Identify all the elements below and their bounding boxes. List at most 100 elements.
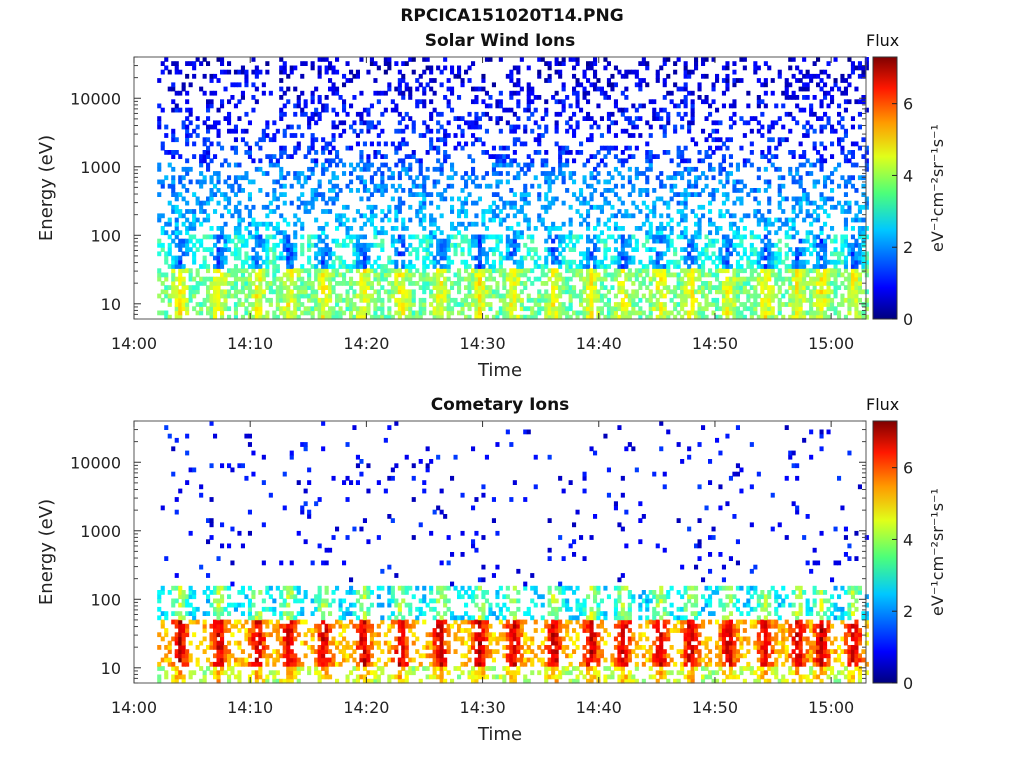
heatmap-cell	[645, 154, 650, 159]
heatmap-cell	[662, 57, 667, 62]
heatmap-cell	[345, 78, 350, 83]
heatmap-cell	[547, 175, 552, 181]
heatmap-cell	[247, 289, 252, 295]
heatmap-cell	[826, 120, 831, 126]
heatmap-cell	[467, 120, 472, 126]
heatmap-cell	[763, 179, 768, 185]
heatmap-cell	[279, 175, 284, 181]
heatmap-cell	[784, 137, 789, 143]
heatmap-cell	[610, 86, 615, 92]
heatmap-cell	[164, 293, 169, 299]
heatmap-cell	[502, 145, 507, 151]
heatmap-cell	[568, 247, 573, 252]
heatmap-cell	[648, 226, 653, 231]
heatmap-cell	[547, 73, 552, 79]
heatmap-cell	[802, 107, 807, 113]
heatmap-cell	[715, 268, 720, 274]
heatmap-cell	[753, 302, 758, 307]
heatmap-cell	[317, 251, 322, 257]
heatmap-cell	[307, 209, 312, 214]
heatmap-cell	[275, 196, 280, 202]
heatmap-cell	[753, 116, 758, 121]
heatmap-cell	[610, 255, 615, 261]
heatmap-cell	[606, 217, 611, 223]
heatmap-cell	[784, 90, 789, 96]
heatmap-cell	[185, 166, 190, 172]
heatmap-cell	[687, 281, 692, 286]
heatmap-cell	[791, 221, 796, 227]
heatmap-cell	[791, 251, 796, 257]
heatmap-cell	[512, 230, 517, 236]
heatmap-cell	[157, 276, 162, 282]
heatmap-cell	[589, 276, 594, 282]
heatmap-cell	[781, 124, 786, 130]
heatmap-cell	[227, 247, 232, 252]
heatmap-cell	[791, 73, 796, 79]
heatmap-cell	[185, 238, 190, 244]
heatmap-cell	[634, 166, 639, 172]
heatmap-cell	[788, 297, 793, 303]
heatmap-cell	[335, 217, 340, 223]
heatmap-cell	[655, 226, 660, 231]
heatmap-cell	[289, 242, 294, 248]
heatmap-cell	[484, 276, 489, 282]
heatmap-cell	[349, 276, 354, 282]
heatmap-cell	[777, 268, 782, 274]
heatmap-cell	[586, 111, 591, 117]
heatmap-cell	[645, 272, 650, 278]
heatmap-cell	[732, 247, 737, 252]
heatmap-cell	[850, 302, 855, 307]
heatmap-cell	[561, 150, 566, 155]
heatmap-cell	[293, 302, 298, 307]
heatmap-cell	[401, 226, 406, 231]
heatmap-cell	[411, 69, 416, 75]
heatmap-cell	[840, 251, 845, 257]
heatmap-cell	[547, 293, 552, 299]
heatmap-cell	[509, 302, 514, 307]
heatmap-cell	[185, 61, 190, 66]
heatmap-cell	[509, 204, 514, 210]
heatmap-cell	[533, 264, 538, 269]
heatmap-cell	[192, 217, 197, 223]
heatmap-cell	[732, 302, 737, 307]
heatmap-cell	[272, 179, 277, 185]
heatmap-cell	[565, 150, 570, 155]
heatmap-cell	[202, 255, 207, 261]
heatmap-cell	[345, 242, 350, 248]
heatmap-cell	[321, 289, 326, 295]
heatmap-cell	[721, 78, 726, 83]
heatmap-cell	[795, 306, 800, 312]
heatmap-cell	[558, 310, 563, 316]
heatmap-cell	[216, 302, 221, 307]
heatmap-cell	[401, 141, 406, 147]
heatmap-cell	[394, 247, 399, 252]
heatmap-cell	[728, 171, 733, 176]
heatmap-cell	[718, 314, 723, 320]
heatmap-cell	[593, 226, 598, 231]
heatmap-cell	[701, 310, 706, 316]
heatmap-cell	[349, 69, 354, 75]
heatmap-cell	[843, 297, 848, 303]
heatmap-cell	[634, 82, 639, 88]
heatmap-cell	[554, 99, 559, 105]
heatmap-cell	[746, 289, 751, 295]
heatmap-cell	[530, 99, 535, 105]
heatmap-cell	[718, 171, 723, 176]
heatmap-cell	[160, 226, 165, 231]
heatmap-cell	[749, 234, 754, 240]
heatmap-cell	[715, 302, 720, 307]
heatmap-cell	[279, 183, 284, 189]
heatmap-cell	[551, 268, 556, 274]
heatmap-cell	[408, 310, 413, 316]
heatmap-cell	[652, 213, 657, 219]
heatmap-cell	[275, 289, 280, 295]
heatmap-cell	[505, 213, 510, 219]
heatmap-cell	[718, 289, 723, 295]
heatmap-cell	[188, 247, 193, 252]
heatmap-cell	[457, 281, 462, 286]
heatmap-cell	[227, 289, 232, 295]
heatmap-cell	[843, 154, 848, 159]
heatmap-cell	[802, 259, 807, 265]
heatmap-cell	[561, 103, 566, 109]
heatmap-cell	[157, 242, 162, 248]
